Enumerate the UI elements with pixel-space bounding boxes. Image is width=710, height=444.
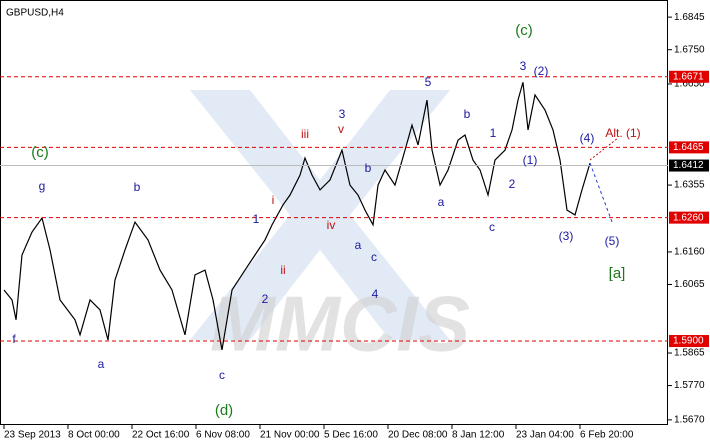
- wave-label: (c): [31, 144, 49, 161]
- chart-title: GBPUSD,H4: [6, 8, 64, 19]
- wave-label: iii: [301, 127, 309, 141]
- wave-label: (5): [605, 234, 620, 248]
- y-tick-label: 1.5670: [674, 414, 705, 425]
- level-box: [669, 335, 709, 348]
- wave-label: v: [338, 122, 344, 136]
- projection: [589, 162, 613, 223]
- y-tick-label: 1.5770: [674, 380, 705, 391]
- level-label: 1.6260: [673, 212, 704, 223]
- wave-label: a: [355, 238, 362, 252]
- y-tick-label: 1.6065: [674, 279, 705, 290]
- wave-label: c: [219, 368, 225, 382]
- wave-label: Alt. (1): [605, 126, 640, 140]
- wave-label: 5: [425, 75, 432, 89]
- wave-label: a: [438, 195, 445, 209]
- wave-label: 2: [509, 177, 516, 191]
- wave-label: b: [134, 180, 141, 194]
- wave-label: 4: [372, 287, 379, 301]
- y-tick-label: 1.6750: [674, 44, 705, 55]
- wave-label: 3: [520, 59, 527, 73]
- x-tick-label: 21 Nov 00:00: [260, 430, 320, 441]
- y-tick-label: 1.6650: [674, 79, 705, 90]
- wave-label: (d): [215, 402, 233, 419]
- wave-label: (1): [523, 153, 538, 167]
- wave-label: b: [365, 161, 372, 175]
- current-price-box: [669, 159, 709, 172]
- plot-border: [0, 0, 668, 425]
- level-box: [669, 141, 709, 154]
- price-line: [3, 82, 591, 351]
- wave-label: (c): [515, 22, 533, 39]
- alt-projection: [589, 137, 619, 161]
- watermark: MMCIS: [210, 280, 470, 368]
- x-tick-label: 8 Oct 00:00: [68, 430, 120, 441]
- level-label: 1.5900: [673, 336, 704, 347]
- wave-label: (3): [559, 229, 574, 243]
- wave-label: 1: [490, 126, 497, 140]
- x-tick-label: 8 Jan 12:00: [452, 430, 505, 441]
- x-tick-label: 5 Dec 16:00: [324, 430, 378, 441]
- x-tick-label: 23 Sep 2013: [4, 430, 61, 441]
- y-tick-label: 1.6845: [674, 12, 705, 23]
- wave-label: i: [272, 193, 275, 207]
- x-tick-label: 20 Dec 08:00: [388, 430, 448, 441]
- wave-label: [a]: [609, 265, 626, 282]
- x-tick-label: 6 Nov 08:00: [196, 430, 250, 441]
- x-tick-label: 22 Oct 16:00: [132, 430, 190, 441]
- wave-label: f: [12, 332, 16, 346]
- wave-label: g: [39, 179, 46, 193]
- x-tick-label: 6 Feb 20:00: [580, 430, 634, 441]
- wave-label: (2): [534, 64, 549, 78]
- y-tick-label: 1.6355: [674, 180, 705, 191]
- y-tick-label: 1.5865: [674, 348, 705, 359]
- current-price-label: 1.6412: [673, 160, 704, 171]
- x-tick-label: 23 Jan 04:00: [516, 430, 574, 441]
- wave-label: c: [489, 220, 495, 234]
- level-label: 1.6465: [673, 142, 704, 153]
- wave-label: iv: [327, 218, 336, 232]
- level-box: [669, 211, 709, 224]
- wave-label: c: [371, 250, 377, 264]
- level-label: 1.6671: [673, 71, 704, 82]
- level-box: [669, 70, 709, 83]
- wave-label: b: [464, 107, 471, 121]
- wave-label: 2: [262, 292, 269, 306]
- watermark-logo: [190, 90, 450, 340]
- wave-label: 3: [339, 107, 346, 121]
- y-tick-label: 1.6160: [674, 247, 705, 258]
- wave-label: (4): [580, 131, 595, 145]
- wave-label: 1: [253, 212, 260, 226]
- wave-label: a: [98, 357, 105, 371]
- wave-label: ii: [280, 263, 285, 277]
